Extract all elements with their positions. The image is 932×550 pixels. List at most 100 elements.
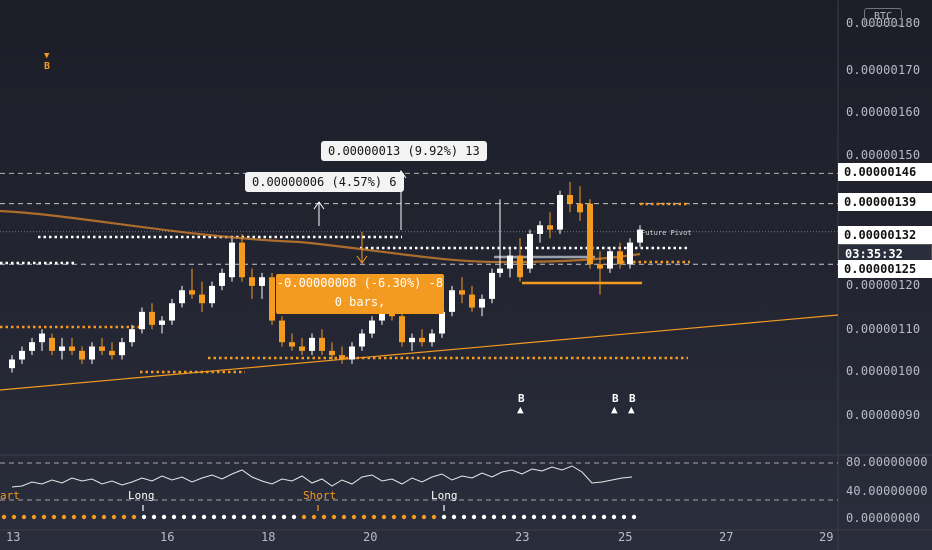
signal-dot: [191, 514, 197, 520]
signal-dot: [91, 514, 97, 520]
signal-dot: [341, 514, 347, 520]
time-label: 18: [261, 530, 276, 544]
candle-body: [259, 277, 265, 286]
signal-dot: [221, 514, 227, 520]
candle-body: [249, 277, 255, 286]
signal-dot: [441, 514, 447, 520]
strategy-label-long: Long: [431, 489, 458, 502]
price-label: 0.00000160: [846, 105, 921, 119]
candle-body: [567, 194, 573, 204]
measure-label-up-small[interactable]: 0.00000006 (4.57%) 6: [245, 172, 404, 192]
signal-dot: [611, 514, 617, 520]
candle-body: [19, 350, 25, 360]
symbol-badge[interactable]: BTC: [864, 8, 902, 26]
candle-body: [369, 320, 375, 334]
signal-dot: [531, 514, 537, 520]
signal-dot: [321, 514, 327, 520]
signal-dot: [261, 514, 267, 520]
signal-dot: [591, 514, 597, 520]
indicator-axis-label: 80.00000000: [846, 455, 928, 469]
signal-dot: [121, 514, 127, 520]
candle-body: [149, 311, 155, 325]
moving-average-line: [0, 209, 641, 264]
signal-dot: [21, 514, 27, 520]
measure-arrowhead: [313, 201, 325, 210]
support-tag: 0.00000125: [838, 260, 932, 278]
signal-dot: [81, 514, 87, 520]
candle-body: [199, 294, 205, 304]
triangle-up-icon: ▲: [611, 403, 618, 416]
signal-dot: [541, 514, 547, 520]
indicator-axis-label: 40.00000000: [846, 484, 928, 498]
strategy-label-long: Long: [128, 489, 155, 502]
signal-dot: [421, 514, 427, 520]
candle-body: [429, 333, 435, 343]
signal-dot: [501, 514, 507, 520]
candle-body: [129, 329, 135, 343]
time-label: 23: [515, 530, 530, 544]
candle-body: [617, 251, 623, 265]
signal-dot: [271, 514, 277, 520]
signal-dot: [171, 514, 177, 520]
candle-body: [89, 346, 95, 360]
signal-dot: [251, 514, 257, 520]
triangle-down-icon: ▼: [44, 51, 50, 61]
signal-dot: [351, 514, 357, 520]
candle-body: [59, 346, 65, 351]
sell-signal-marker: ▼ B: [44, 51, 51, 73]
candle-body: [349, 346, 355, 360]
signal-dot: [141, 514, 147, 520]
time-label: 13: [6, 530, 21, 544]
candle-body: [309, 337, 315, 351]
candle-body: [139, 311, 145, 330]
signal-dot: [561, 514, 567, 520]
candle-body: [537, 225, 543, 234]
measure-label-down[interactable]: -0.00000008 (-6.30%) -8 0 bars,: [276, 274, 444, 314]
strategy-label-short: Short: [303, 489, 337, 502]
signal-dot: [131, 514, 137, 520]
candle-body: [359, 333, 365, 347]
indicator-axis-label: 0.00000000: [846, 511, 921, 525]
candle-body: [527, 233, 533, 269]
signal-dot: [231, 514, 237, 520]
candle-body: [269, 277, 275, 321]
candle-body: [449, 290, 455, 312]
signal-dot: [491, 514, 497, 520]
candle-body: [329, 350, 335, 356]
signal-dot: [41, 514, 47, 520]
resistance-high-tag: 0.00000146: [838, 163, 932, 181]
measure-label-up-large[interactable]: 0.00000013 (9.92%) 13: [321, 141, 487, 161]
triangle-up-icon: ▲: [628, 403, 635, 416]
candle-body: [469, 294, 475, 308]
candle-body: [169, 303, 175, 321]
signal-dot: [511, 514, 517, 520]
signal-dot: [581, 514, 587, 520]
candle-body: [209, 285, 215, 304]
signal-dot: [471, 514, 477, 520]
candle-body: [577, 203, 583, 213]
candle-body: [159, 320, 165, 325]
time-label: 25: [618, 530, 633, 544]
signal-dot: [401, 514, 407, 520]
candle-body: [79, 350, 85, 360]
signal-dot: [461, 514, 467, 520]
future-pivot-label: Future Pivot: [641, 229, 692, 237]
signal-dot: [621, 514, 627, 520]
signal-dot: [381, 514, 387, 520]
candle-body: [557, 194, 563, 230]
signal-dot: [451, 514, 457, 520]
signal-dot: [291, 514, 297, 520]
candle-body: [489, 272, 495, 299]
candle-body: [459, 290, 465, 295]
signal-dot: [481, 514, 487, 520]
resistance-mid-tag: 0.00000139: [838, 193, 932, 211]
price-label: 0.00000120: [846, 278, 921, 292]
signal-dot: [101, 514, 107, 520]
signal-dot: [201, 514, 207, 520]
signal-dot: [391, 514, 397, 520]
signal-dot: [161, 514, 167, 520]
candle-body: [189, 290, 195, 295]
candle-body: [547, 225, 553, 230]
signal-dot: [361, 514, 367, 520]
